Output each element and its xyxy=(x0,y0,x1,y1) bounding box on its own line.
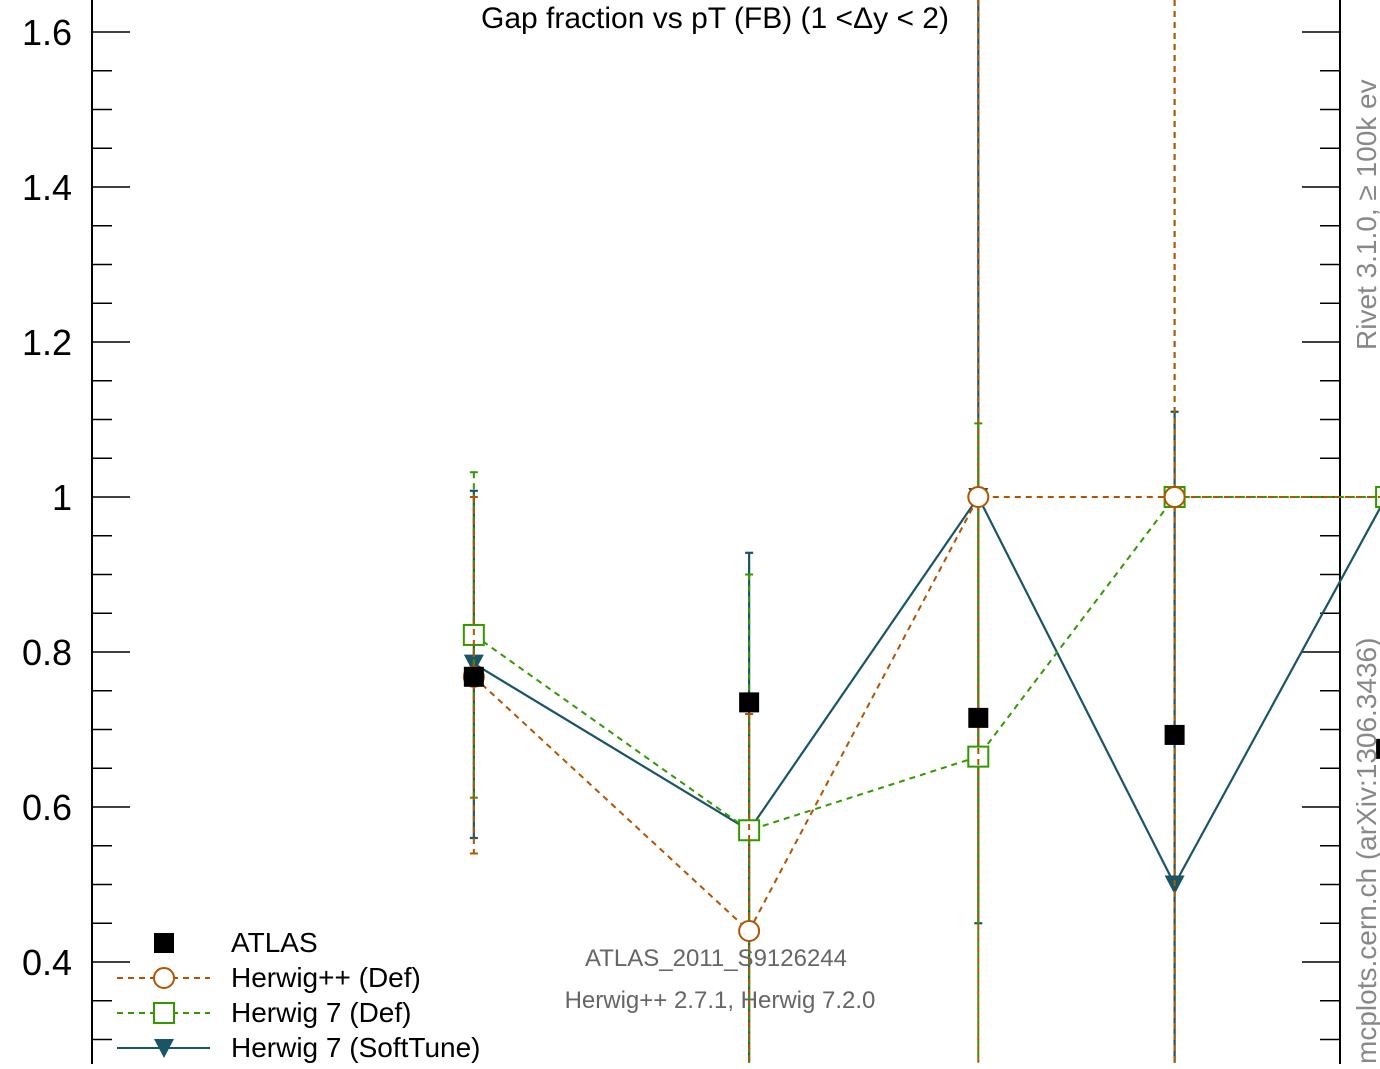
series-herwig-7-softtune xyxy=(463,0,1380,1063)
legend-marker xyxy=(154,933,174,953)
series-line xyxy=(473,496,1380,832)
legend-entry: Herwig 7 (SoftTune) xyxy=(117,1032,481,1063)
legend-entry: Herwig++ (Def) xyxy=(117,962,421,993)
legend-marker xyxy=(153,1002,175,1024)
series-line xyxy=(473,494,1380,887)
legend-label: ATLAS xyxy=(231,927,318,958)
y-tick-label: 1.2 xyxy=(22,322,72,363)
analysis-label: ATLAS_2011_S9126244 xyxy=(585,945,847,972)
data-point xyxy=(1164,724,1185,745)
data-point xyxy=(967,745,990,768)
data-point xyxy=(739,692,760,713)
generator-label: Herwig++ 2.7.1, Herwig 7.2.0 xyxy=(565,987,876,1014)
legend-marker xyxy=(153,967,175,989)
legend-entry: Herwig 7 (Def) xyxy=(117,997,411,1028)
data-point xyxy=(463,666,484,687)
y-tick-label: 1 xyxy=(52,477,72,518)
rivet-version-label: Rivet 3.1.0, ≥ 100k ev xyxy=(1351,79,1380,350)
legend-label: Herwig 7 (Def) xyxy=(231,997,411,1028)
series-herwig-7-def xyxy=(462,0,1380,1063)
mcplots-label: mcplots.cern.ch (arXiv:1306.3436) xyxy=(1351,638,1380,1064)
legend: ATLAS Herwig++ (Def) Herwig 7 (Def) Herwig … xyxy=(117,927,481,1063)
legend-marker xyxy=(154,1039,174,1058)
series-herwig-def xyxy=(462,0,1380,1063)
y-tick-label: 0.8 xyxy=(22,632,72,673)
data-point xyxy=(738,920,761,942)
axis-ticks: 0.4 0.6 0.8 1 1.2 1.4 1.6 xyxy=(22,12,1340,1041)
legend-label: Herwig 7 (SoftTune) xyxy=(231,1032,481,1063)
legend-label: Herwig++ (Def) xyxy=(231,962,421,993)
data-point xyxy=(1376,738,1380,759)
data-series xyxy=(462,0,1380,1063)
data-point xyxy=(967,486,990,508)
y-tick-label: 0.6 xyxy=(22,787,72,828)
data-point xyxy=(968,707,989,728)
data-point xyxy=(1163,486,1186,508)
plot-frame xyxy=(91,0,1341,1064)
y-tick-label: 1.4 xyxy=(22,167,72,208)
y-tick-label: 1.6 xyxy=(22,12,72,53)
chart-title: Gap fraction vs pT (FB) (1 <Δy < 2) xyxy=(481,2,949,35)
legend-entry: ATLAS xyxy=(154,927,318,958)
series-atlas xyxy=(463,666,1380,759)
y-tick-label: 0.4 xyxy=(22,942,72,983)
series-line xyxy=(473,496,1380,933)
